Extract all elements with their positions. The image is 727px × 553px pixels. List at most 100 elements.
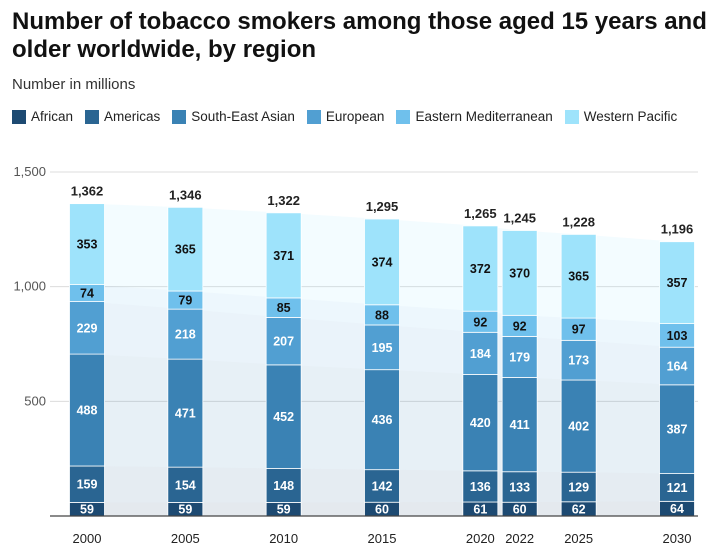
bar-value-label: 229 (77, 321, 98, 335)
bar-value-label: 154 (175, 478, 196, 492)
bar-segment (501, 471, 538, 503)
bar-value-label: 471 (175, 407, 196, 421)
bar-value-label: 64 (670, 502, 684, 516)
bar-value-label: 402 (568, 420, 589, 434)
bar-segment (69, 203, 105, 286)
bar-value-label: 142 (372, 479, 393, 493)
bar-segment (69, 301, 105, 355)
bar-value-label: 365 (175, 243, 196, 257)
bar-value-label: 195 (372, 341, 393, 355)
bar-value-label: 59 (178, 503, 192, 517)
bar-segment (265, 212, 302, 299)
bar-segment (364, 218, 400, 306)
bar-segment (501, 377, 538, 473)
legend-label: Western Pacific (583, 109, 678, 124)
bar-segment (560, 339, 597, 381)
bar-value-label: 136 (470, 480, 491, 494)
bar-value-label: 159 (77, 478, 98, 492)
x-tick-label: 2025 (564, 531, 593, 546)
total-label: 1,322 (267, 193, 300, 208)
bar-segment (167, 358, 204, 468)
bar-value-label: 436 (372, 413, 393, 427)
bar-segment (462, 331, 499, 375)
bar-value-label: 353 (77, 238, 98, 252)
legend-item: South-East Asian (172, 109, 295, 124)
bar-value-label: 374 (372, 255, 393, 269)
total-label: 1,265 (464, 206, 497, 221)
bar-value-label: 387 (667, 423, 688, 437)
legend-item: Western Pacific (564, 109, 678, 124)
bar-value-label: 74 (80, 287, 94, 301)
bar-value-label: 164 (667, 360, 688, 374)
legend-label: South-East Asian (191, 109, 295, 124)
bar-segment (265, 468, 302, 503)
bar-value-label: 62 (572, 502, 586, 516)
bar-value-label: 184 (470, 347, 491, 361)
total-label: 1,362 (71, 184, 104, 199)
legend-swatch (172, 109, 187, 124)
bar-value-label: 59 (80, 503, 94, 517)
bar-segment (560, 233, 597, 319)
bar-segment (659, 346, 695, 386)
bar-segment (501, 336, 538, 378)
x-tick-label: 2030 (663, 531, 692, 546)
bar-segment (659, 384, 695, 474)
x-tick-label: 2010 (269, 531, 298, 546)
bar-segment (659, 241, 695, 324)
bar-value-label: 92 (473, 315, 487, 329)
bar-value-label: 452 (273, 410, 294, 424)
y-tick-label: 1,500 (13, 164, 46, 179)
x-tick-label: 2000 (73, 531, 102, 546)
total-label: 1,245 (503, 210, 536, 225)
bar-value-label: 370 (509, 266, 530, 280)
x-tick-label: 2022 (505, 531, 534, 546)
legend-swatch (396, 109, 411, 124)
bar-value-label: 88 (375, 308, 389, 322)
bar-segment (167, 308, 204, 360)
bar-segment (364, 324, 400, 371)
y-tick-label: 1,000 (13, 279, 46, 294)
bar-value-label: 173 (568, 354, 589, 368)
bar-value-label: 365 (568, 270, 589, 284)
chart-subtitle: Number in millions (12, 76, 136, 93)
bar-value-label: 133 (509, 480, 530, 494)
x-tick-label: 2015 (368, 531, 397, 546)
y-tick-label: 500 (24, 393, 46, 408)
bar-value-label: 411 (510, 418, 530, 432)
bar-segment (69, 465, 105, 503)
x-tick-label: 2020 (466, 531, 495, 546)
bar-value-label: 148 (273, 479, 294, 493)
bar-value-label: 61 (473, 503, 487, 517)
bar-segment (364, 369, 400, 471)
bar-value-label: 59 (277, 503, 291, 517)
bar-value-label: 207 (273, 335, 294, 349)
bar-value-label: 218 (175, 328, 196, 342)
bar-segment (501, 230, 538, 316)
bar-value-label: 103 (667, 329, 688, 343)
bar-value-label: 79 (178, 294, 192, 308)
legend-label: European (325, 109, 385, 124)
bar-value-label: 60 (513, 503, 527, 517)
bar-segment (265, 364, 302, 469)
legend-label: Americas (104, 109, 161, 124)
bar-segment (167, 206, 204, 292)
bar-segment (462, 374, 499, 472)
bar-value-label: 60 (375, 503, 389, 517)
total-label: 1,346 (169, 187, 202, 202)
bar-value-label: 92 (513, 319, 527, 333)
bar-value-label: 179 (509, 350, 530, 364)
bar-segment (167, 466, 204, 503)
bar-value-label: 372 (470, 262, 491, 276)
legend-item: African (12, 109, 73, 124)
legend-swatch (85, 109, 100, 124)
legend-item: European (306, 109, 385, 124)
bar-segment (462, 225, 499, 312)
legend-item: Americas (85, 109, 160, 124)
legend-swatch (306, 109, 321, 124)
bar-segment (659, 473, 695, 502)
bar-segment (560, 471, 597, 503)
bar-value-label: 420 (470, 416, 491, 430)
legend-swatch (564, 109, 579, 124)
total-label: 1,196 (661, 222, 694, 237)
